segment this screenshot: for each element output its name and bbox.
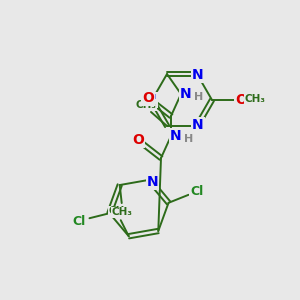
Text: N: N: [180, 87, 192, 101]
Text: N: N: [170, 129, 182, 143]
Text: CH₃: CH₃: [111, 207, 132, 217]
Text: N: N: [192, 68, 204, 82]
Text: H: H: [184, 134, 194, 144]
Text: N: N: [145, 93, 157, 107]
Text: Cl: Cl: [73, 215, 86, 228]
Text: O: O: [235, 93, 247, 107]
Text: O: O: [132, 133, 144, 147]
Text: N: N: [146, 175, 158, 189]
Text: CH₃: CH₃: [136, 100, 157, 110]
Text: N: N: [192, 118, 204, 132]
Text: O: O: [142, 91, 154, 105]
Text: CH₃: CH₃: [244, 94, 266, 104]
Text: H: H: [194, 92, 204, 102]
Text: Cl: Cl: [190, 185, 203, 198]
Text: CH₃: CH₃: [108, 206, 129, 216]
